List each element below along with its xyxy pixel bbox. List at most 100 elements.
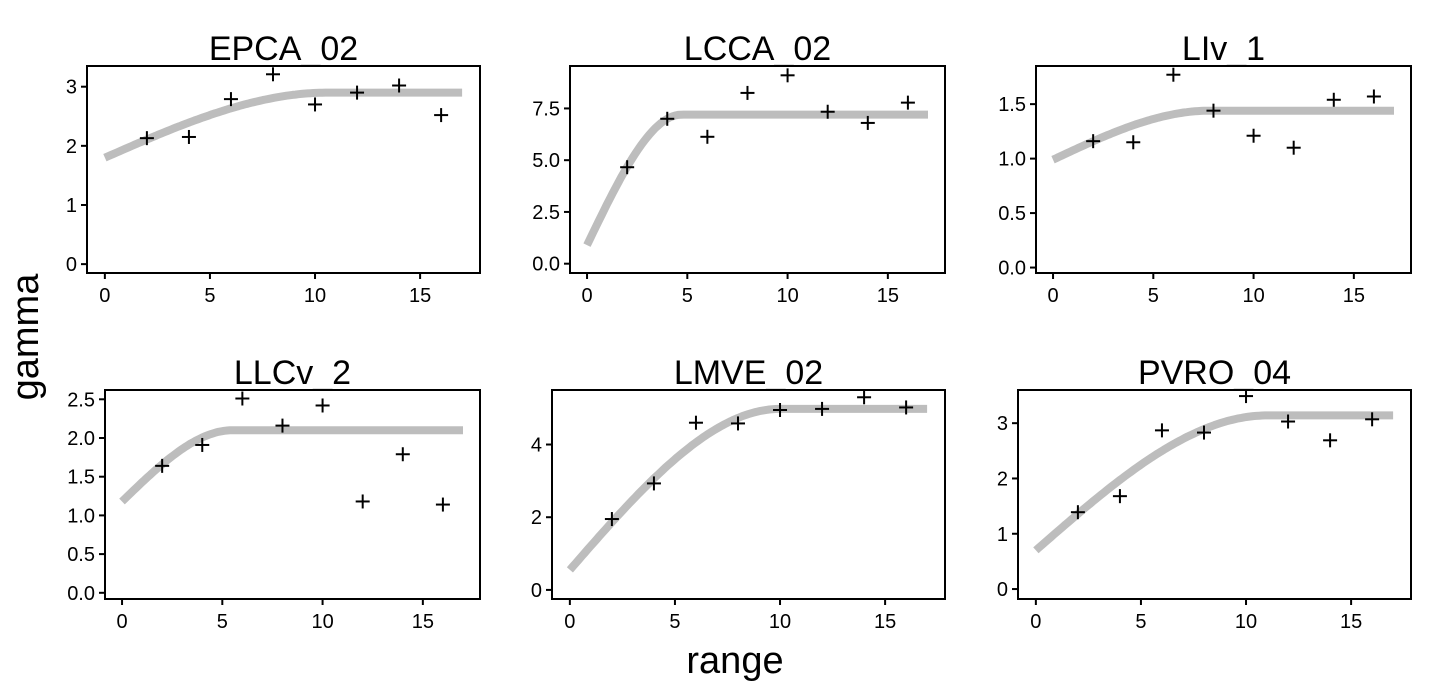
data-point bbox=[1323, 433, 1338, 448]
x-tick-label: 10 bbox=[311, 611, 333, 633]
y-tick-label: 0.5 bbox=[998, 203, 1026, 225]
panel-title: PVRO_04 bbox=[1138, 354, 1291, 392]
data-point bbox=[620, 160, 635, 175]
data-point bbox=[899, 400, 914, 415]
data-point bbox=[355, 494, 370, 509]
data-point bbox=[1086, 134, 1101, 149]
data-point bbox=[740, 85, 755, 100]
panel-LCCA_02: LCCA_02 0 5 10 15 0.0 2.5 5.0 7.5 bbox=[532, 30, 946, 307]
y-tick-label: 2 bbox=[531, 507, 542, 529]
data-point bbox=[730, 416, 745, 431]
fit-curve bbox=[1051, 106, 1396, 164]
y-tick-label: 1.5 bbox=[998, 94, 1026, 116]
data-point bbox=[857, 390, 872, 405]
data-point bbox=[1196, 425, 1211, 440]
x-tick-label: 15 bbox=[1343, 285, 1365, 307]
y-tick-label: 0 bbox=[531, 580, 542, 602]
data-point bbox=[195, 437, 210, 452]
fit-curve bbox=[566, 404, 929, 573]
data-point bbox=[395, 447, 410, 462]
x-tick-label: 0 bbox=[1047, 285, 1058, 307]
y-tick-label: 2 bbox=[66, 136, 77, 158]
x-tick-label: 10 bbox=[304, 285, 326, 307]
y-tick-label: 1 bbox=[66, 195, 77, 217]
x-tick-label: 10 bbox=[1242, 285, 1264, 307]
x-tick-label: 0 bbox=[116, 611, 127, 633]
y-tick-label: 1 bbox=[997, 524, 1008, 546]
data-point bbox=[435, 497, 450, 512]
panel-frame bbox=[1017, 389, 1412, 600]
y-tick-label: 2.5 bbox=[532, 202, 560, 224]
y-tick-label: 3 bbox=[66, 77, 77, 99]
x-tick-label: 15 bbox=[412, 611, 434, 633]
x-tick-label: 0 bbox=[581, 285, 592, 307]
data-point bbox=[820, 104, 835, 119]
data-point bbox=[1286, 140, 1301, 155]
data-point bbox=[315, 398, 330, 413]
x-tick-label: 15 bbox=[874, 611, 896, 633]
data-point bbox=[860, 115, 875, 130]
y-tick-label: 2.5 bbox=[67, 389, 95, 411]
data-point bbox=[1126, 135, 1141, 150]
data-point bbox=[350, 85, 365, 100]
y-tick-label: 3 bbox=[997, 413, 1008, 435]
data-point bbox=[646, 476, 661, 491]
data-point bbox=[275, 418, 290, 433]
data-point bbox=[1239, 389, 1254, 404]
data-point bbox=[1166, 67, 1181, 82]
data-point bbox=[265, 67, 280, 82]
fit-curve bbox=[119, 426, 465, 505]
data-point bbox=[139, 131, 154, 146]
panel-frame bbox=[104, 389, 481, 600]
data-point bbox=[1070, 505, 1085, 520]
x-tick-label: 15 bbox=[409, 285, 431, 307]
panel-title: EPCA_02 bbox=[209, 30, 358, 68]
y-tick-label: 0.0 bbox=[67, 583, 95, 605]
y-tick-label: 1.0 bbox=[67, 505, 95, 527]
y-tick-label: 0.0 bbox=[532, 254, 560, 276]
data-point bbox=[181, 129, 196, 144]
data-point bbox=[1365, 412, 1380, 427]
data-point bbox=[434, 108, 449, 123]
data-point bbox=[1281, 414, 1296, 429]
data-point bbox=[1366, 89, 1381, 104]
data-point bbox=[308, 97, 323, 112]
data-point bbox=[700, 129, 715, 144]
data-point bbox=[815, 401, 830, 416]
x-tick-label: 5 bbox=[204, 285, 215, 307]
x-tick-label: 5 bbox=[217, 611, 228, 633]
y-tick-label: 2.0 bbox=[67, 428, 95, 450]
data-point bbox=[900, 95, 915, 110]
panel-PVRO_04: PVRO_04 0 5 10 15 0 1 2 3 bbox=[997, 354, 1412, 633]
x-tick-label: 5 bbox=[1135, 611, 1146, 633]
data-point bbox=[155, 458, 170, 473]
panel-LMVE_02: LMVE_02 0 5 10 15 0 2 4 bbox=[531, 354, 946, 633]
y-tick-label: 0.5 bbox=[67, 544, 95, 566]
panel-LIv_1: LIv_1 0 5 10 15 0.0 0.5 1.0 1.5 bbox=[998, 30, 1412, 307]
data-point bbox=[604, 512, 619, 527]
y-axis-title: gamma bbox=[5, 273, 47, 401]
panel-title: LMVE_02 bbox=[674, 354, 823, 392]
y-tick-label: 5.0 bbox=[532, 150, 560, 172]
data-point bbox=[1326, 92, 1341, 107]
panel-EPCA_02: EPCA_02 0 5 10 15 0 1 2 3 bbox=[66, 30, 481, 307]
panel-title: LLCv_2 bbox=[234, 354, 351, 392]
data-point bbox=[392, 78, 407, 93]
x-tick-label: 15 bbox=[1340, 611, 1362, 633]
panel-frame bbox=[86, 65, 481, 274]
data-point bbox=[1206, 103, 1221, 118]
data-point bbox=[660, 111, 675, 126]
y-tick-label: 0 bbox=[997, 579, 1008, 601]
x-tick-label: 5 bbox=[1148, 285, 1159, 307]
x-tick-label: 15 bbox=[877, 285, 899, 307]
x-tick-label: 10 bbox=[776, 285, 798, 307]
x-tick-label: 0 bbox=[99, 285, 110, 307]
fit-curve bbox=[1033, 411, 1395, 554]
x-tick-label: 5 bbox=[669, 611, 680, 633]
panel-title: LCCA_02 bbox=[684, 30, 831, 68]
panel-frame bbox=[569, 65, 946, 274]
fit-curve bbox=[583, 110, 930, 247]
data-point bbox=[1112, 489, 1127, 504]
x-tick-label: 5 bbox=[682, 285, 693, 307]
